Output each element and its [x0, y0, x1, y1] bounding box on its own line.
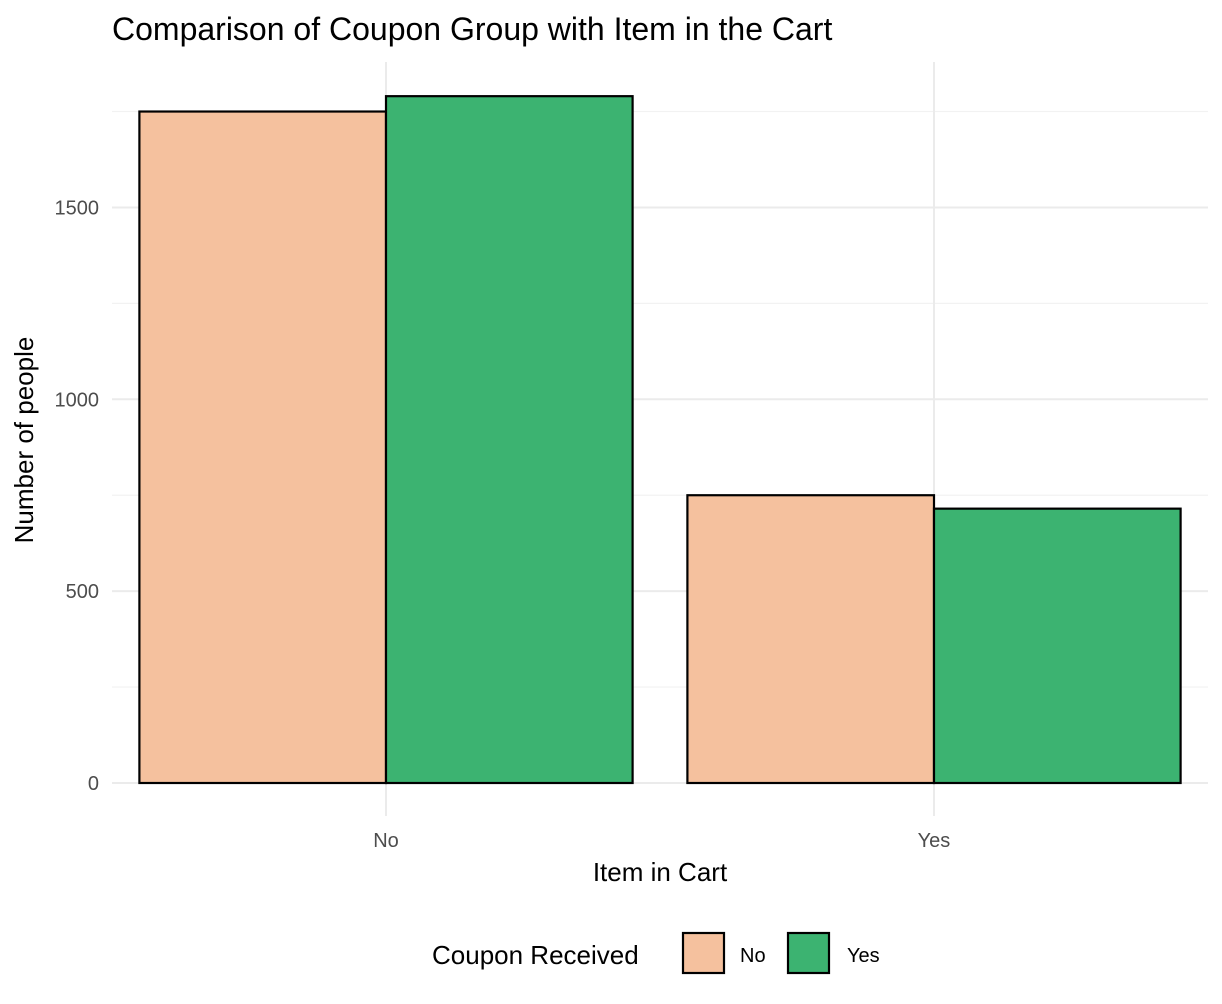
y-tick-label: 500 — [66, 581, 99, 603]
y-tick-label: 0 — [88, 773, 99, 795]
y-tick-label: 1000 — [55, 389, 100, 411]
y-tick-label: 1500 — [55, 197, 100, 219]
chart-title: Comparison of Coupon Group with Item in … — [112, 11, 832, 47]
y-axis-ticks: 0 500 1000 1500 — [55, 197, 100, 795]
x-tick-label: No — [373, 830, 399, 852]
bar-no-coupon-no — [138, 110, 388, 785]
x-tick-label: Yes — [918, 830, 951, 852]
bars-layer — [138, 95, 1182, 785]
bar-no-coupon-yes — [384, 95, 634, 785]
x-axis-title: Item in Cart — [593, 857, 728, 887]
y-axis-title: Number of people — [9, 337, 39, 544]
bar-yes-coupon-yes — [932, 507, 1182, 785]
legend-key-yes — [786, 931, 831, 975]
legend-label-no: No — [740, 945, 766, 967]
legend-title: Coupon Received — [432, 940, 639, 970]
legend: Coupon Received No Yes — [432, 931, 880, 975]
x-axis-ticks: No Yes — [373, 830, 950, 852]
legend-label-yes: Yes — [847, 945, 880, 967]
bar-yes-coupon-no — [686, 494, 936, 785]
legend-key-no — [681, 931, 726, 975]
